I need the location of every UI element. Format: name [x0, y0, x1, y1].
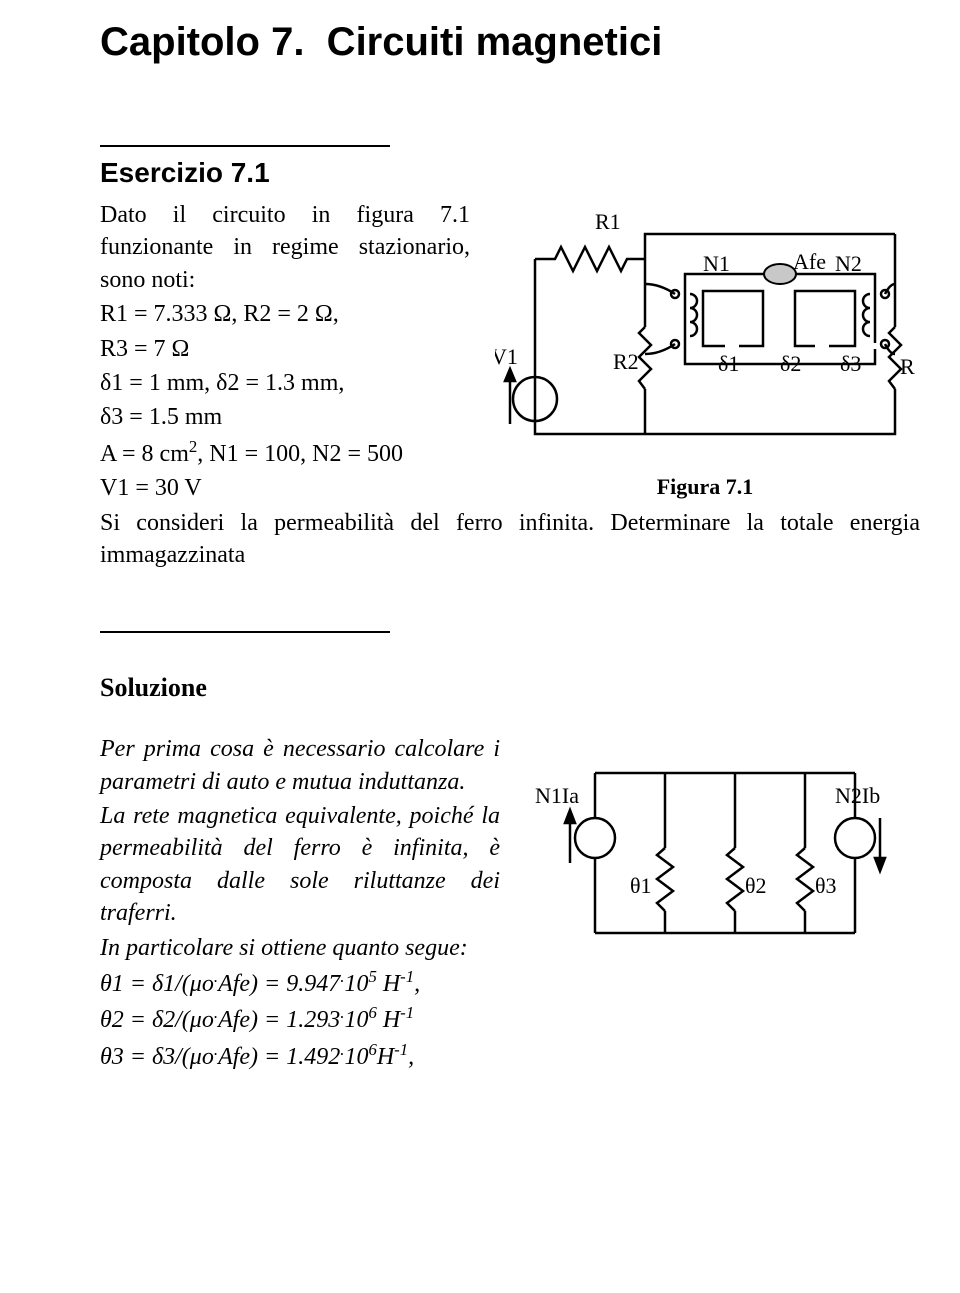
exercise-title: Esercizio 7.1 — [100, 157, 920, 189]
problem-line: A = 8 cm2, N1 = 100, N2 = 500 — [100, 436, 470, 470]
solution-para: La rete magnetica equivalente, poiché la… — [100, 800, 500, 930]
divider-rule — [100, 631, 390, 633]
svg-text:θ1: θ1 — [630, 873, 652, 898]
solution-text: Per prima cosa è necessario calcolare i … — [100, 733, 500, 1075]
magnetic-equivalent-diagram: N1Ia N2Ib θ1 θ2 θ3 — [535, 733, 905, 983]
figure-1-caption: Figura 7.1 — [490, 474, 920, 500]
solution-eq: θ1 = δ1/(μo.Afe) = 9.947.105 H-1, — [100, 966, 500, 1000]
svg-text:N2: N2 — [835, 251, 862, 276]
superscript: 2 — [189, 437, 197, 456]
svg-text:N1: N1 — [703, 251, 730, 276]
svg-text:R1: R1 — [595, 209, 621, 234]
svg-text:R3: R3 — [900, 354, 915, 379]
svg-text:θ3: θ3 — [815, 873, 837, 898]
svg-text:R2: R2 — [613, 349, 639, 374]
solution-eq: θ2 = δ2/(μo.Afe) = 1.293.106 H-1 — [100, 1002, 500, 1036]
svg-text:Afe: Afe — [793, 249, 826, 274]
text: , N1 = 100, N2 = 500 — [197, 441, 403, 467]
problem-line: V1 = 30 V — [100, 472, 470, 504]
solution-para: In particolare si ottiene quanto segue: — [100, 932, 500, 964]
svg-text:δ2: δ2 — [780, 351, 801, 376]
problem-line: δ1 = 1 mm, δ2 = 1.3 mm, — [100, 367, 470, 399]
solution-title: Soluzione — [100, 673, 920, 703]
solution-eq: θ3 = δ3/(μo.Afe) = 1.492.106H-1, — [100, 1039, 500, 1073]
svg-text:N2Ib: N2Ib — [835, 783, 880, 808]
svg-text:V1: V1 — [495, 344, 518, 369]
figure-1: R1 V1 R2 R3 N1 N2 Afe δ1 δ2 δ3 Figura 7.… — [490, 199, 920, 500]
solution-para: Per prima cosa è necessario calcolare i … — [100, 733, 500, 798]
problem-continuation: Si consideri la permeabilità del ferro i… — [100, 507, 920, 572]
text: A = 8 cm — [100, 441, 189, 467]
problem-line: δ3 = 1.5 mm — [100, 401, 470, 433]
circuit-diagram-1: R1 V1 R2 R3 N1 N2 Afe δ1 δ2 δ3 — [495, 199, 915, 469]
svg-text:δ1: δ1 — [718, 351, 739, 376]
svg-text:δ3: δ3 — [840, 351, 861, 376]
problem-statement: Dato il circuito in figura 7.1 funzionan… — [100, 199, 470, 507]
figure-2: N1Ia N2Ib θ1 θ2 θ3 — [520, 733, 920, 983]
divider-rule — [100, 145, 390, 147]
problem-line: R1 = 7.333 Ω, R2 = 2 Ω, — [100, 298, 470, 330]
chapter-title: Capitolo 7. Circuiti magnetici — [100, 20, 920, 65]
problem-line: Dato il circuito in figura 7.1 funzionan… — [100, 199, 470, 296]
problem-line: R3 = 7 Ω — [100, 333, 470, 365]
svg-text:θ2: θ2 — [745, 873, 767, 898]
svg-text:N1Ia: N1Ia — [535, 783, 579, 808]
